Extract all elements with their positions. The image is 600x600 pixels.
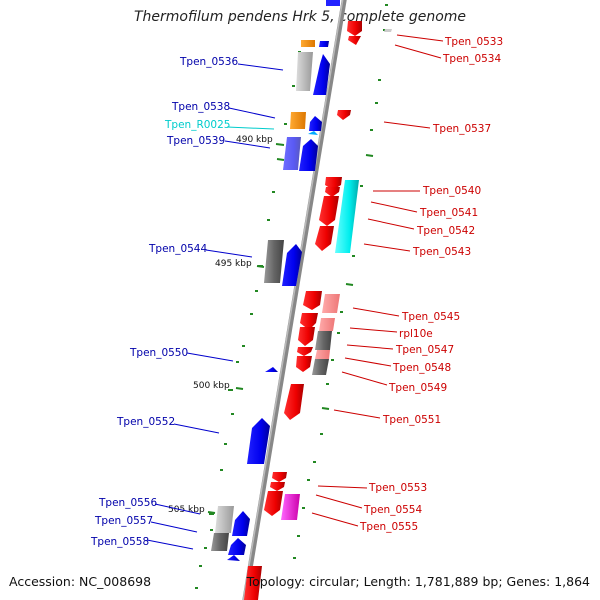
gene-arrow xyxy=(319,196,339,226)
gene-arrow xyxy=(244,566,262,600)
gene-arrow xyxy=(282,244,302,286)
gene-arrow xyxy=(297,347,313,356)
gene-box xyxy=(308,131,318,135)
gene-label[interactable]: Tpen_0539 xyxy=(166,135,225,147)
gene-arrow xyxy=(227,555,240,561)
gene-box xyxy=(281,494,300,520)
gene-box xyxy=(283,137,301,170)
gene-arrow xyxy=(299,139,318,171)
ruler: 490 kbp 495 kbp 500 kbp 505 kbp xyxy=(168,135,285,515)
gene-arrow xyxy=(232,511,250,536)
gene-label[interactable]: Tpen_0540 xyxy=(422,185,481,197)
gene-arrow xyxy=(315,226,334,251)
ruler-label: 495 kbp xyxy=(215,259,252,269)
gene-label[interactable]: Tpen_0558 xyxy=(90,536,149,548)
gene-box xyxy=(301,40,315,47)
accession-text: Accession: NC_008698 xyxy=(9,574,152,589)
gene-arrow xyxy=(313,54,330,95)
gene-box xyxy=(296,52,313,91)
gene-arrow xyxy=(319,41,329,47)
gene-label[interactable]: Tpen_0549 xyxy=(388,382,447,394)
gene-box xyxy=(335,180,359,253)
gene-arrow xyxy=(325,187,340,197)
scale-ticks xyxy=(195,4,388,589)
gene-box xyxy=(215,506,234,533)
gene-box xyxy=(322,294,340,313)
gene-label[interactable]: Tpen_0537 xyxy=(432,123,491,135)
gene-label[interactable]: Tpen_0552 xyxy=(116,416,175,428)
gene-arrow xyxy=(265,367,278,372)
gene-box xyxy=(315,331,332,350)
gene-arrow xyxy=(284,384,304,420)
gene-arrow xyxy=(303,291,322,310)
gene-label[interactable]: Tpen_0541 xyxy=(419,207,478,219)
gene-label[interactable]: Tpen_0557 xyxy=(94,515,153,527)
genome-title: Thermofilum pendens Hrk 5, complete geno… xyxy=(133,9,467,25)
gene-arrow xyxy=(272,472,287,482)
gene-label[interactable]: Tpen_0547 xyxy=(395,344,454,356)
gene-label[interactable]: Tpen_0544 xyxy=(148,243,207,255)
gene-box xyxy=(290,112,306,129)
gene-box xyxy=(264,240,284,283)
gene-arrow xyxy=(270,482,285,491)
gene-arrow xyxy=(326,0,340,6)
left-gene-labels: Tpen_0536 Tpen_0538 Tpen_R0025 Tpen_0539… xyxy=(90,56,284,550)
reverse-genes xyxy=(244,21,392,600)
gene-label[interactable]: Tpen_0550 xyxy=(129,347,188,359)
gene-arrow xyxy=(296,356,312,372)
gene-label[interactable]: Tpen_0545 xyxy=(401,311,460,323)
gene-arrow xyxy=(298,327,315,346)
gene-label[interactable]: Tpen_0538 xyxy=(171,101,230,113)
gene-box xyxy=(312,359,329,375)
gene-arrow xyxy=(348,36,361,45)
genome-backbone xyxy=(242,0,347,600)
gene-label[interactable]: Tpen_0542 xyxy=(416,225,475,237)
gene-arrow xyxy=(264,491,283,516)
gene-box xyxy=(319,318,335,331)
gene-label[interactable]: Tpen_0555 xyxy=(359,521,418,533)
topology-text: Topology: circular; Length: 1,781,889 bp… xyxy=(246,574,590,589)
gene-box xyxy=(211,533,229,551)
gene-arrow xyxy=(247,418,270,464)
gene-label[interactable]: Tpen_R0025 xyxy=(164,119,230,131)
gene-label[interactable]: Tpen_0543 xyxy=(412,246,471,258)
gene-arrow xyxy=(325,177,342,190)
gene-arrow xyxy=(228,538,246,555)
gene-box xyxy=(315,350,330,359)
gene-arrow xyxy=(309,116,322,131)
gene-arrow xyxy=(300,313,318,330)
gene-label[interactable]: Tpen_0556 xyxy=(98,497,157,509)
gene-label[interactable]: Tpen_0553 xyxy=(368,482,427,494)
gene-arrow xyxy=(337,110,351,120)
gene-label[interactable]: Tpen_0548 xyxy=(392,362,451,374)
gene-label[interactable]: Tpen_0533 xyxy=(444,36,503,48)
gene-label[interactable]: rpl10e xyxy=(399,328,433,340)
ruler-label: 490 kbp xyxy=(236,135,273,145)
gene-label[interactable]: Tpen_0536 xyxy=(179,56,238,68)
right-gene-labels: Tpen_0533 Tpen_0534 Tpen_0537 Tpen_0540 … xyxy=(311,34,503,533)
gene-label[interactable]: Tpen_0551 xyxy=(382,414,441,426)
gene-label[interactable]: Tpen_0554 xyxy=(363,504,422,516)
ruler-label: 505 kbp xyxy=(168,505,205,515)
gene-box xyxy=(384,29,392,32)
forward-genes xyxy=(211,0,340,561)
ruler-label: 500 kbp xyxy=(193,381,230,391)
gene-label[interactable]: Tpen_0534 xyxy=(442,53,501,65)
gene-arrow xyxy=(347,21,362,36)
